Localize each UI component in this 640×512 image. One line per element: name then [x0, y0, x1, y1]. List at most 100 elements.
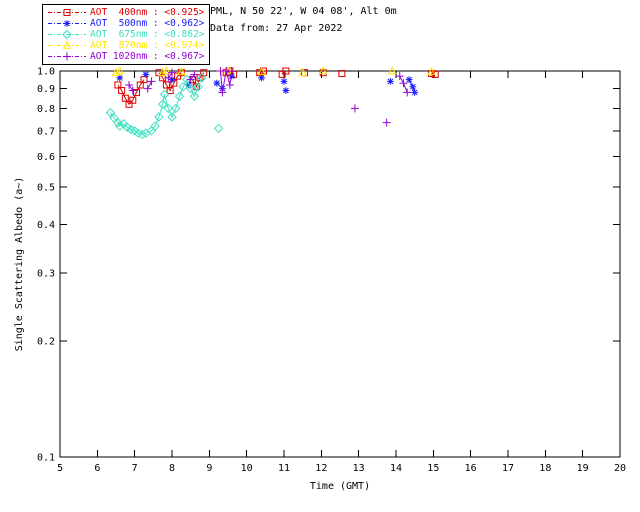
asterisk-marker — [63, 20, 71, 27]
plus-marker — [128, 86, 137, 95]
diamond-marker — [115, 121, 125, 131]
triangle-marker — [62, 40, 72, 49]
legend-label-500nm: AOT 500nm : <0.962> — [90, 18, 205, 29]
series-line-1020nm — [167, 72, 173, 79]
legend-item-1020nm: AOT 1020nm : <0.967> — [47, 51, 204, 62]
diamond-marker — [193, 82, 203, 92]
diamond-marker — [163, 103, 173, 114]
y-tick-label: 1.0 — [37, 67, 55, 78]
asterisk-marker — [280, 77, 288, 85]
diamond-marker — [154, 112, 164, 122]
asterisk-marker — [405, 76, 413, 83]
asterisk-marker — [282, 87, 290, 94]
legend-line-sample-1020nm — [48, 52, 86, 61]
asterisk-marker — [409, 83, 417, 91]
x-tick-label: 10 — [241, 463, 253, 474]
diamond-marker — [213, 123, 224, 134]
asterisk-marker — [213, 79, 221, 87]
x-tick-label: 11 — [278, 463, 290, 474]
square-marker — [118, 87, 126, 95]
plus-marker — [227, 67, 236, 75]
plus-marker — [143, 84, 152, 93]
diamond-marker — [150, 121, 160, 131]
plus-marker — [399, 79, 408, 88]
diamond-marker — [178, 82, 188, 92]
triangle-marker — [162, 66, 171, 75]
site-header: PML, N 50 22', W 04 08', Alt 0m — [210, 6, 397, 17]
legend-line-sample-870nm — [48, 40, 86, 49]
diamond-marker — [189, 91, 200, 101]
diamond-marker — [62, 29, 72, 40]
series-line-400nm — [117, 79, 145, 106]
plus-marker — [125, 80, 134, 89]
square-marker — [170, 79, 178, 87]
square-marker — [121, 94, 129, 102]
triangle-marker — [427, 66, 436, 76]
diamond-marker — [159, 89, 170, 100]
triangle-marker — [115, 66, 124, 75]
y-tick-label: 0.1 — [37, 453, 55, 464]
triangle-marker — [177, 66, 186, 76]
square-marker — [282, 67, 290, 75]
diamond-marker — [174, 91, 185, 101]
legend-item-675nm: AOT 675nm : <0.862> — [47, 29, 204, 40]
x-tick-label: 7 — [132, 463, 138, 474]
x-tick-label: 8 — [169, 463, 175, 474]
x-tick-label: 17 — [502, 463, 514, 474]
legend-item-870nm: AOT 870nm : <0.974> — [47, 40, 204, 51]
diamond-marker — [171, 103, 181, 114]
x-tick-label: 9 — [206, 463, 212, 474]
x-tick-label: 13 — [353, 463, 365, 474]
date-header: Data from: 27 Apr 2022 — [210, 23, 343, 34]
diamond-marker — [167, 112, 177, 122]
square-marker — [136, 81, 144, 89]
diamond-marker — [129, 126, 140, 136]
plus-marker — [218, 88, 227, 97]
x-axis-title: Time (GMT) — [309, 481, 371, 492]
plus-marker — [403, 88, 412, 97]
x-tick-label: 12 — [315, 463, 327, 474]
y-tick-label: 0.5 — [37, 183, 55, 194]
y-axis-title: Single Scattering Albedo (a~) — [14, 176, 25, 352]
plus-marker — [147, 77, 156, 86]
asterisk-marker — [411, 89, 419, 96]
square-marker — [196, 74, 204, 82]
series-line-1020nm — [147, 81, 152, 89]
plus-marker — [225, 80, 234, 89]
square-marker — [338, 70, 346, 78]
legend-label-400nm: AOT 400nm : <0.925> — [90, 7, 205, 18]
triangle-marker — [257, 66, 266, 76]
y-tick-label: 0.8 — [37, 104, 55, 115]
plus-marker — [168, 68, 176, 77]
plus-marker — [190, 70, 199, 79]
diamond-marker — [122, 122, 132, 132]
square-marker — [129, 96, 137, 104]
x-tick-label: 16 — [465, 463, 477, 474]
asterisk-marker — [168, 76, 176, 83]
triangle-marker — [388, 66, 397, 75]
legend-item-400nm: AOT 400nm : <0.925> — [47, 7, 204, 18]
series-line-675nm — [109, 77, 203, 135]
plus-marker — [186, 75, 195, 84]
diamond-marker — [157, 99, 168, 109]
square-marker — [63, 9, 71, 16]
diamond-marker — [182, 74, 192, 85]
triangle-marker — [298, 67, 307, 76]
plus-marker — [395, 72, 404, 81]
square-marker — [125, 100, 133, 108]
y-tick-label: 0.9 — [37, 84, 55, 95]
square-marker — [133, 88, 141, 96]
diamond-marker — [185, 83, 196, 94]
asterisk-marker — [258, 74, 265, 82]
x-tick-label: 19 — [577, 463, 589, 474]
legend-line-sample-500nm — [48, 20, 86, 27]
series-line-400nm — [158, 72, 182, 92]
asterisk-marker — [142, 70, 150, 78]
x-tick-label: 14 — [390, 463, 402, 474]
triangle-marker — [318, 66, 328, 75]
x-tick-label: 6 — [94, 463, 100, 474]
y-tick-label: 0.7 — [37, 126, 55, 137]
y-tick-label: 0.6 — [37, 152, 55, 163]
